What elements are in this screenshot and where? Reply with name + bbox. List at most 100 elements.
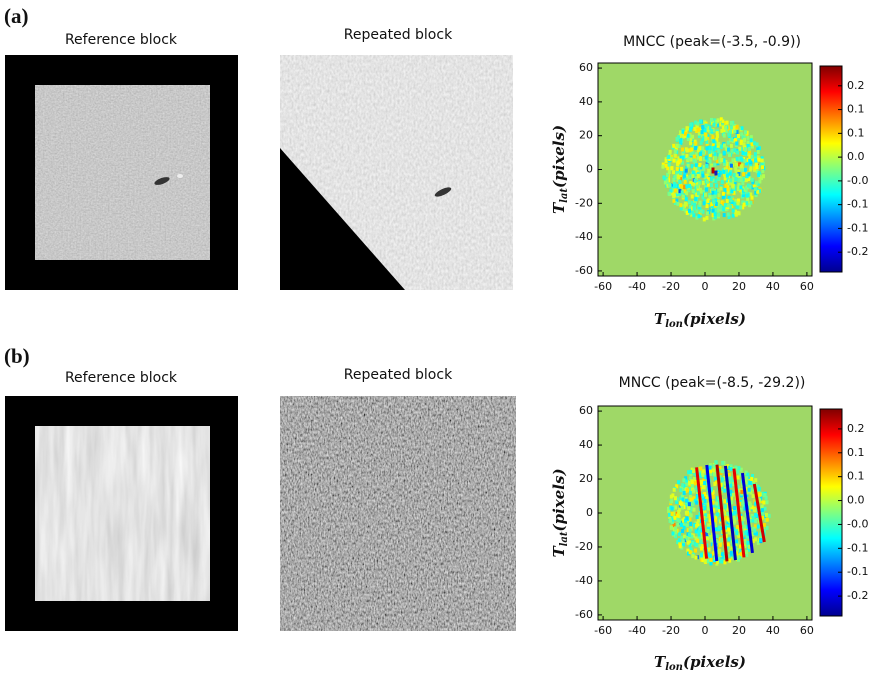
disc-cell xyxy=(690,513,693,517)
disc-cell xyxy=(702,167,705,171)
disc-cell xyxy=(674,153,677,157)
disc-cell xyxy=(713,123,716,127)
disc-cell xyxy=(743,203,746,207)
disc-cell xyxy=(691,480,694,484)
disc-cell xyxy=(705,146,708,150)
disc-cell xyxy=(730,125,733,129)
disc-cell xyxy=(728,537,731,541)
disc-cell xyxy=(749,166,752,170)
disc-cell xyxy=(746,473,749,477)
panel-label: (a) xyxy=(4,4,29,28)
disc-cell xyxy=(744,147,747,151)
disc-cell xyxy=(709,146,712,150)
disc-cell xyxy=(699,466,702,470)
disc-cell xyxy=(740,140,743,144)
disc-cell xyxy=(754,508,757,512)
disc-cell xyxy=(696,515,699,519)
disc-cell xyxy=(691,554,694,558)
disc-cell xyxy=(733,520,736,524)
disc-cell xyxy=(733,511,736,515)
disc-cell xyxy=(755,181,758,185)
disc-cell xyxy=(715,502,718,506)
disc-cell xyxy=(685,185,688,189)
disc-cell xyxy=(679,501,682,505)
disc-cell xyxy=(685,197,688,201)
disc-cell xyxy=(736,470,739,474)
disc-cell xyxy=(702,469,705,473)
disc-cell xyxy=(691,164,694,168)
y-tick-label: 60 xyxy=(579,61,593,74)
disc-cell xyxy=(699,119,702,123)
disc-cell xyxy=(688,533,691,537)
disc-cell xyxy=(673,516,676,520)
disc-cell xyxy=(692,158,695,162)
disc-cell xyxy=(707,529,710,533)
disc-cell xyxy=(727,203,730,207)
disc-cell xyxy=(721,180,724,184)
figure: (a)Reference blockRepeated blockMNCC (pe… xyxy=(0,0,880,680)
colorbar xyxy=(820,66,842,272)
disc-cell xyxy=(703,481,706,485)
disc-cell xyxy=(678,180,681,184)
disc-cell xyxy=(740,126,743,130)
disc-cell xyxy=(730,189,733,193)
disc-cell xyxy=(736,525,739,529)
disc-cell xyxy=(681,190,684,194)
disc-cell xyxy=(696,122,699,126)
disc-cell xyxy=(691,195,694,199)
disc-cell xyxy=(703,499,706,503)
disc-cell xyxy=(749,185,752,189)
disc-cell xyxy=(672,170,675,174)
disc-cell xyxy=(710,183,713,187)
disc-cell xyxy=(727,542,730,546)
disc-cell xyxy=(683,526,686,530)
colorbar-tick-label: -0.0 xyxy=(847,517,868,530)
disc-cell xyxy=(707,559,710,563)
disc-cell xyxy=(723,489,726,493)
disc-cell xyxy=(692,170,695,174)
colorbar-tick-label: 0.1 xyxy=(847,126,865,139)
disc-cell xyxy=(703,201,706,205)
disc-cell xyxy=(697,530,700,534)
disc-cell xyxy=(744,152,747,156)
disc-cell xyxy=(716,512,719,516)
disc-cell xyxy=(680,523,683,527)
disc-cell xyxy=(691,210,694,214)
axis-label: Tlon(pixels) xyxy=(654,310,746,330)
page: {"figure": {"panels": [ {"label": "(a)",… xyxy=(0,0,880,680)
y-tick-label: 0 xyxy=(586,163,593,176)
disc-cell xyxy=(694,179,697,183)
peak-cell xyxy=(711,168,714,174)
disc-cell xyxy=(704,137,707,141)
disc-cell xyxy=(665,159,668,163)
disc-cell xyxy=(745,550,748,554)
disc-cell xyxy=(688,148,691,152)
disc-cell xyxy=(694,481,697,485)
disc-cell xyxy=(733,148,736,152)
disc-cell xyxy=(672,178,675,182)
disc-cell xyxy=(716,535,719,539)
disc-cell xyxy=(706,536,709,540)
disc-cell xyxy=(665,164,668,168)
x-tick-label: 40 xyxy=(766,624,780,637)
disc-cell xyxy=(676,202,679,206)
disc-cell xyxy=(669,518,672,522)
disc-cell xyxy=(713,163,716,167)
disc-cell xyxy=(697,148,700,152)
colorbar-tick-label: 0.1 xyxy=(847,446,865,459)
image-title: Reference block xyxy=(65,32,178,48)
disc-cell xyxy=(723,188,726,192)
colorbar-tick-label: 0.2 xyxy=(847,422,865,435)
axis-subscript: lon xyxy=(665,319,683,330)
disc-cell xyxy=(733,173,736,177)
disc-cell xyxy=(758,493,761,497)
disc-cell xyxy=(748,480,751,484)
disc-cell xyxy=(691,174,694,178)
disc-cell xyxy=(722,192,725,196)
disc-cell xyxy=(765,513,768,517)
disc-cell xyxy=(694,146,697,150)
disc-cell xyxy=(756,165,759,169)
disc-cell xyxy=(689,470,692,474)
disc-cell xyxy=(682,497,685,501)
disc-cell xyxy=(721,552,724,556)
